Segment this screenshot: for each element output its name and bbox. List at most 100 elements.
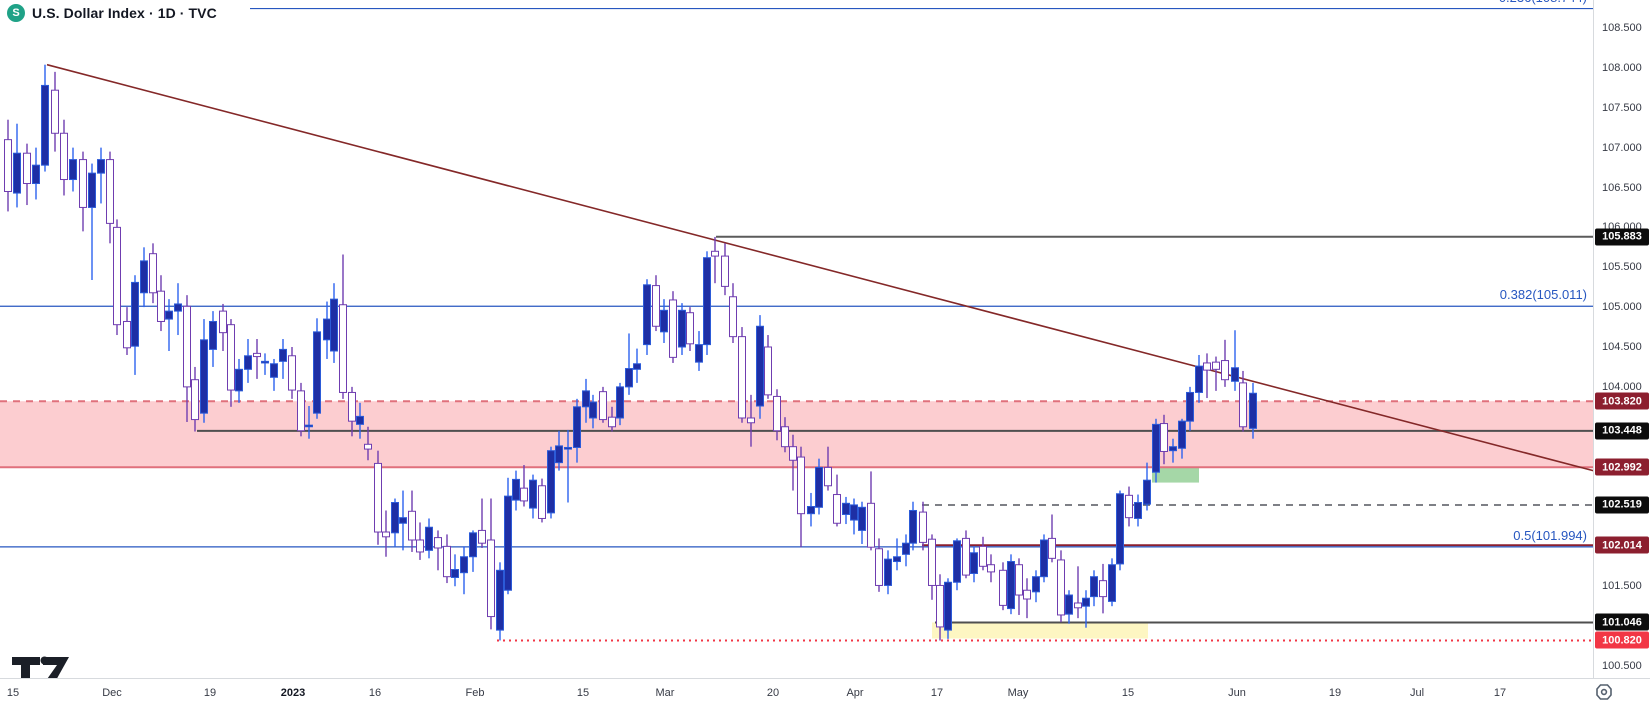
candle-down[interactable] — [123, 320, 131, 349]
candle-down[interactable] — [1125, 494, 1133, 519]
candle-up[interactable] — [529, 479, 537, 509]
candle-up[interactable] — [512, 478, 520, 501]
candle-down[interactable] — [797, 456, 805, 515]
candle-up[interactable] — [451, 569, 459, 578]
candle-down[interactable] — [487, 539, 495, 618]
candle-up[interactable] — [695, 344, 703, 363]
candle-up[interactable] — [1116, 493, 1124, 565]
candle-up[interactable] — [469, 532, 477, 558]
candle-down[interactable] — [729, 296, 737, 338]
candle-up[interactable] — [330, 298, 338, 352]
candle-up[interactable] — [582, 390, 590, 408]
candle-up[interactable] — [703, 257, 711, 346]
candle-down[interactable] — [652, 285, 660, 327]
fib-level-label[interactable]: 0.382(105.011) — [1499, 287, 1587, 303]
candle-up[interactable] — [1152, 423, 1160, 473]
candle-up[interactable] — [1007, 561, 1015, 610]
candle-down[interactable] — [669, 299, 677, 358]
candle-down[interactable] — [824, 466, 832, 487]
candle-up[interactable] — [547, 450, 555, 514]
candle-up[interactable] — [1169, 446, 1177, 452]
candle-up[interactable] — [909, 509, 917, 544]
candle-up[interactable] — [270, 363, 278, 378]
candle-up[interactable] — [140, 260, 148, 294]
candle-down[interactable] — [747, 417, 755, 424]
candle-down[interactable] — [608, 416, 616, 428]
candle-up[interactable] — [1249, 392, 1257, 429]
candle-down[interactable] — [191, 379, 199, 421]
candle-up[interactable] — [356, 415, 364, 425]
candle-down[interactable] — [149, 253, 157, 294]
candle-up[interactable] — [209, 320, 217, 350]
candle-up[interactable] — [1231, 367, 1239, 382]
candle-down[interactable] — [183, 305, 191, 388]
breakout-zone-green[interactable] — [1152, 467, 1199, 483]
candle-up[interactable] — [660, 309, 668, 333]
candle-down[interactable] — [1057, 559, 1065, 616]
candle-up[interactable] — [244, 355, 252, 370]
symbol-legend[interactable]: S U.S. Dollar Index · 1D · TVC — [7, 4, 217, 22]
candle-up[interactable] — [504, 495, 512, 591]
candle-down[interactable] — [711, 250, 719, 257]
candle-down[interactable] — [374, 462, 382, 533]
candle-down[interactable] — [382, 531, 390, 538]
candle-up[interactable] — [1134, 502, 1142, 519]
candle-down[interactable] — [599, 391, 607, 421]
candle-up[interactable] — [944, 581, 952, 631]
candle-down[interactable] — [51, 89, 59, 134]
candle-down[interactable] — [1074, 602, 1082, 609]
candle-up[interactable] — [279, 348, 287, 362]
candle-down[interactable] — [867, 502, 875, 548]
candle-down[interactable] — [60, 132, 68, 181]
candle-down[interactable] — [520, 487, 528, 502]
candle-up[interactable] — [131, 281, 139, 347]
candle-down[interactable] — [227, 324, 235, 391]
candle-up[interactable] — [893, 556, 901, 563]
candle-down[interactable] — [764, 346, 772, 396]
candle-up[interactable] — [313, 331, 321, 414]
gear-icon[interactable] — [1594, 682, 1614, 702]
candle-up[interactable] — [165, 310, 173, 320]
candle-up[interactable] — [1108, 564, 1116, 602]
candle-up[interactable] — [305, 424, 313, 428]
candle-down[interactable] — [253, 352, 261, 358]
candle-down[interactable] — [928, 538, 936, 586]
candle-down[interactable] — [1203, 362, 1211, 371]
candle-up[interactable] — [643, 284, 651, 346]
candle-up[interactable] — [625, 368, 633, 388]
candle-up[interactable] — [953, 540, 961, 583]
candle-up[interactable] — [399, 517, 407, 524]
candle-up[interactable] — [41, 84, 49, 166]
candle-up[interactable] — [425, 526, 433, 551]
candle-up[interactable] — [1065, 594, 1073, 615]
candle-down[interactable] — [1239, 382, 1247, 428]
candle-up[interactable] — [589, 401, 597, 419]
candle-down[interactable] — [408, 510, 416, 541]
candle-down[interactable] — [781, 426, 789, 448]
candle-up[interactable] — [815, 466, 823, 508]
candle-down[interactable] — [962, 537, 970, 576]
descending-trendline[interactable] — [46, 63, 1597, 473]
candle-up[interactable] — [1090, 576, 1098, 598]
candle-down[interactable] — [789, 446, 797, 461]
candle-down[interactable] — [999, 569, 1007, 606]
candle-down[interactable] — [297, 390, 305, 432]
candle-down[interactable] — [987, 564, 995, 573]
candle-up[interactable] — [573, 406, 581, 448]
candle-up[interactable] — [850, 504, 858, 521]
candle-up[interactable] — [174, 303, 182, 312]
candle-up[interactable] — [902, 542, 910, 555]
candle-up[interactable] — [32, 164, 40, 185]
candle-down[interactable] — [288, 355, 296, 391]
candle-down[interactable] — [113, 226, 121, 326]
candle-up[interactable] — [496, 569, 504, 631]
candle-up[interactable] — [1143, 479, 1151, 505]
candle-down[interactable] — [875, 548, 883, 586]
candle-down[interactable] — [738, 336, 746, 419]
candle-down[interactable] — [1212, 361, 1220, 370]
candle-up[interactable] — [1082, 597, 1090, 607]
candle-down[interactable] — [1023, 589, 1031, 600]
candle-up[interactable] — [884, 558, 892, 586]
candle-up[interactable] — [970, 552, 978, 574]
